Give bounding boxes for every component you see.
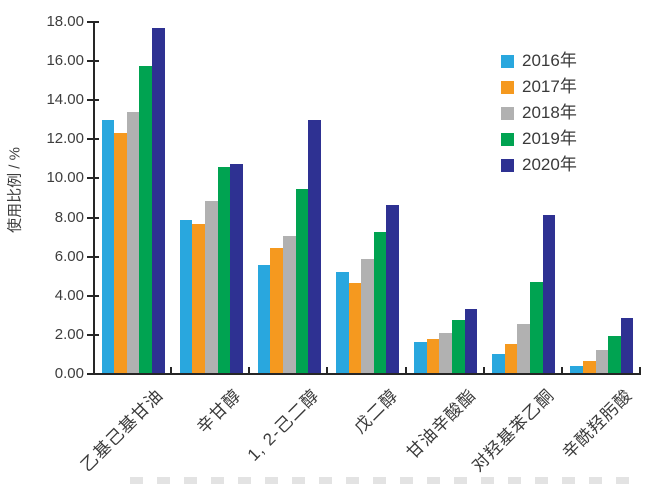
x-category-label: 甘油辛酸酯: [402, 385, 480, 463]
bar-2016年-甘油辛酸酯: [414, 341, 427, 373]
legend-swatch-icon: [501, 80, 514, 94]
bar-2018年-辛甘醇: [204, 200, 218, 373]
y-tick-label: 4.00: [54, 286, 84, 304]
legend-swatch-icon: [501, 132, 514, 146]
bar-2020年-1, 2-己二醇: [308, 119, 321, 373]
x-tick-mark: [639, 367, 641, 373]
bar-2017年-1, 2-己二醇: [270, 247, 284, 373]
y-tick-mark: [87, 138, 99, 141]
bar-2019年-辛甘醇: [217, 166, 231, 373]
y-tick-label: 16.00: [46, 52, 84, 70]
bar-2020年-辛甘醇: [230, 163, 243, 373]
y-tick-mark: [87, 294, 99, 297]
bar-2018年-对羟基苯乙酮: [517, 324, 531, 373]
bar-2018年-乙基己基甘油: [126, 111, 140, 373]
legend: 2016年 2017年 2018年 2019年 2020年: [501, 52, 577, 174]
x-category-label: 辛酰羟肟酸: [558, 385, 636, 463]
bar-2019年-乙基己基甘油: [139, 65, 152, 373]
legend-label: 2016年: [522, 51, 577, 70]
y-tick-label: 18.00: [46, 13, 84, 30]
bar-2020年-乙基己基甘油: [151, 27, 165, 373]
bar-2020年-戊二醇: [386, 204, 399, 373]
legend-item: 2016年: [501, 52, 577, 70]
bar-2019年-辛酰羟肟酸: [608, 335, 621, 373]
bar-2016年-戊二醇: [336, 272, 349, 373]
x-category-label: 戊二醇: [349, 385, 402, 438]
y-tick-label: 6.00: [54, 247, 84, 265]
bar-2019年-甘油辛酸酯: [451, 320, 465, 373]
x-category-label: 1, 2-己二醇: [244, 385, 324, 465]
legend-swatch-icon: [501, 158, 514, 172]
bar-2016年-1, 2-己二醇: [257, 265, 271, 373]
bar-2018年-1, 2-己二醇: [283, 236, 296, 373]
x-axis-line: [93, 373, 641, 375]
y-tick-mark: [87, 177, 99, 180]
y-axis-line: [93, 21, 95, 375]
x-tick-mark: [560, 367, 563, 373]
x-category-label: 辛甘醇: [193, 385, 246, 438]
legend-label: 2020年: [522, 155, 577, 174]
x-tick-mark: [326, 367, 329, 373]
bar-2017年-对羟基苯乙酮: [504, 343, 518, 373]
y-tick-mark: [87, 21, 99, 23]
bar-2019年-1, 2-己二醇: [295, 189, 309, 373]
bar-2020年-对羟基苯乙酮: [542, 214, 556, 373]
y-tick-mark: [87, 373, 99, 375]
legend-item: 2020年: [501, 156, 577, 174]
legend-label: 2018年: [522, 103, 577, 122]
y-tick-label: 0.00: [54, 365, 84, 382]
bar-2016年-辛酰羟肟酸: [570, 366, 584, 373]
bar-2017年-戊二醇: [348, 283, 362, 373]
bar-2020年-甘油辛酸酯: [464, 309, 478, 373]
y-tick-mark: [87, 333, 99, 336]
bar-2018年-戊二醇: [361, 258, 374, 373]
y-tick-label: 10.00: [46, 169, 84, 187]
x-tick-mark: [248, 367, 251, 373]
y-tick-mark: [87, 255, 99, 258]
bar-2017年-甘油辛酸酯: [426, 338, 440, 373]
y-tick-mark: [87, 216, 99, 219]
x-category-label: 对羟基苯乙酮: [467, 385, 558, 476]
x-tick-mark: [404, 367, 407, 373]
y-tick-label: 2.00: [54, 325, 84, 343]
bar-2016年-对羟基苯乙酮: [492, 354, 505, 373]
bar-2018年-甘油辛酸酯: [439, 332, 452, 373]
bar-2018年-辛酰羟肟酸: [595, 349, 609, 373]
x-tick-mark: [482, 367, 485, 373]
x-tick-mark: [170, 367, 173, 373]
y-tick-mark: [87, 99, 99, 102]
cropped-caption-remnant: [130, 477, 642, 484]
bar-2020年-辛酰羟肟酸: [620, 318, 634, 373]
bar-2017年-辛甘醇: [192, 224, 205, 373]
bar-2017年-辛酰羟肟酸: [583, 361, 596, 373]
y-tick-label: 12.00: [46, 130, 84, 148]
bar-2016年-辛甘醇: [179, 220, 193, 373]
legend-item: 2018年: [501, 104, 577, 122]
bar-2019年-戊二醇: [373, 232, 387, 373]
legend-swatch-icon: [501, 106, 514, 120]
x-category-label: 乙基己基甘油: [77, 385, 168, 476]
legend-label: 2017年: [522, 77, 577, 96]
legend-swatch-icon: [501, 54, 514, 68]
y-tick-label: 14.00: [46, 91, 84, 109]
y-tick-label: 8.00: [54, 208, 84, 226]
legend-item: 2017年: [501, 78, 577, 96]
y-tick-mark: [87, 60, 99, 63]
bar-2017年-乙基己基甘油: [114, 133, 127, 373]
bar-2019年-对羟基苯乙酮: [530, 282, 543, 373]
legend-label: 2019年: [522, 129, 577, 148]
legend-item: 2019年: [501, 130, 577, 148]
bar-2016年-乙基己基甘油: [101, 119, 115, 373]
